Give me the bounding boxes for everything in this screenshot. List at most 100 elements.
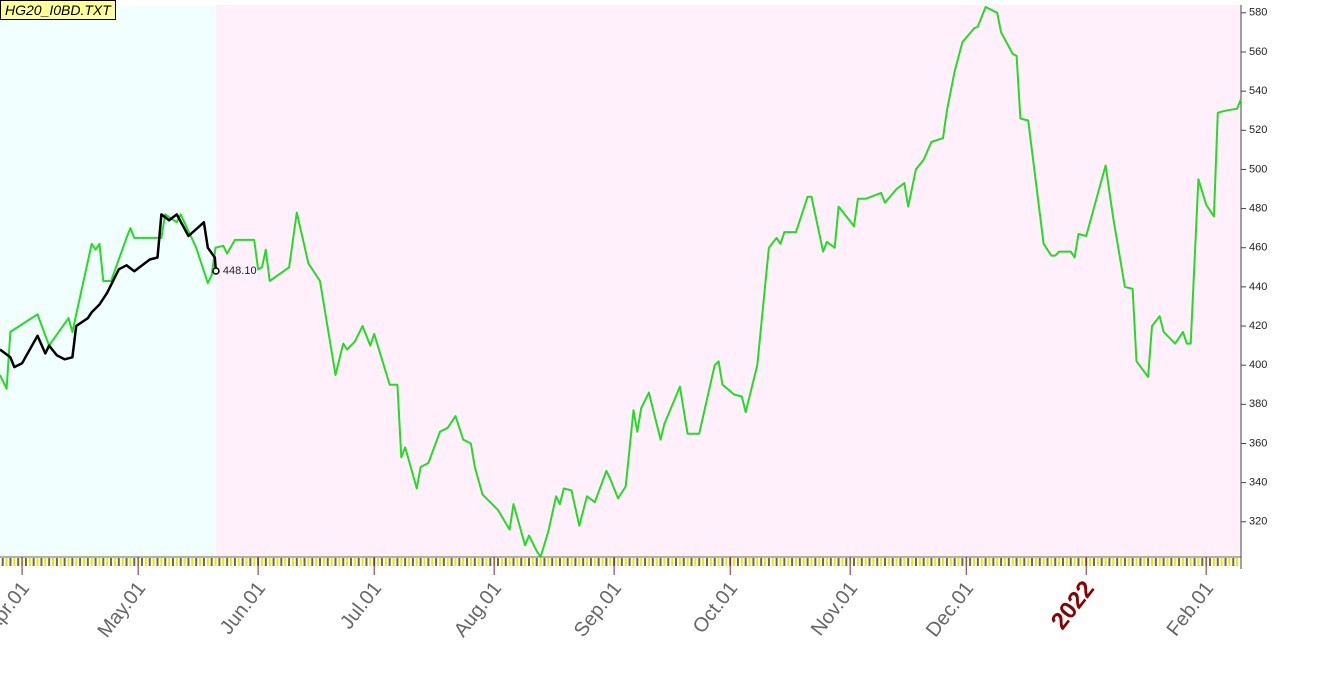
day-tick <box>547 558 550 566</box>
day-tick <box>404 558 407 566</box>
day-tick <box>1135 558 1138 566</box>
day-tick <box>938 558 941 566</box>
day-tick <box>1027 558 1030 566</box>
day-tick <box>744 558 747 566</box>
day-tick <box>466 558 469 566</box>
day-tick <box>1096 558 1099 566</box>
day-tick <box>1224 558 1227 566</box>
day-tick <box>230 558 233 566</box>
day-tick <box>214 558 217 566</box>
day-tick <box>802 558 805 566</box>
day-tick <box>578 558 581 566</box>
day-tick <box>942 558 945 566</box>
day-tick <box>558 558 561 566</box>
day-tick <box>245 558 248 566</box>
day-tick <box>346 558 349 566</box>
chart-title: HG20_I0BD.TXT <box>0 0 116 20</box>
day-tick <box>818 558 821 566</box>
y-tick-label: 420 <box>1249 320 1267 332</box>
day-tick <box>315 558 318 566</box>
day-tick <box>760 558 763 566</box>
day-tick <box>187 558 190 566</box>
day-tick <box>129 558 132 566</box>
y-tick-label: 560 <box>1249 46 1267 58</box>
day-tick <box>326 558 329 566</box>
day-tick <box>930 558 933 566</box>
day-tick <box>771 558 774 566</box>
day-tick <box>1065 558 1068 566</box>
day-tick <box>853 558 856 566</box>
day-tick <box>133 558 136 566</box>
day-tick <box>489 558 492 566</box>
day-tick <box>1158 558 1161 566</box>
day-tick <box>1127 558 1130 566</box>
day-tick <box>473 558 476 566</box>
day-tick <box>36 558 39 566</box>
day-tick <box>1069 558 1072 566</box>
day-tick <box>895 558 898 566</box>
series-line <box>0 6 1242 558</box>
day-tick <box>806 558 809 566</box>
day-tick <box>512 558 515 566</box>
day-tick <box>349 558 352 566</box>
day-tick <box>431 558 434 566</box>
day-tick <box>845 558 848 566</box>
day-tick <box>241 558 244 566</box>
day-tick <box>280 558 283 566</box>
day-tick <box>1170 558 1173 566</box>
day-tick <box>609 558 612 566</box>
day-tick <box>1147 558 1150 566</box>
day-tick <box>388 558 391 566</box>
day-tick <box>829 558 832 566</box>
day-tick <box>299 558 302 566</box>
day-tick <box>516 558 519 566</box>
day-tick <box>1178 558 1181 566</box>
day-tick <box>868 558 871 566</box>
day-tick <box>183 558 186 566</box>
day-tick <box>1034 558 1037 566</box>
day-tick <box>1150 558 1153 566</box>
day-tick <box>914 558 917 566</box>
x-tick-label: 2022 <box>1046 576 1100 635</box>
day-tick <box>1162 558 1165 566</box>
day-tick <box>891 558 894 566</box>
day-tick <box>330 558 333 566</box>
day-tick <box>1154 558 1157 566</box>
day-tick <box>1031 558 1034 566</box>
day-tick <box>883 558 886 566</box>
day-tick <box>1081 558 1084 566</box>
day-tick <box>334 558 337 566</box>
day-tick <box>179 558 182 566</box>
day-tick <box>698 558 701 566</box>
day-tick <box>1046 558 1049 566</box>
day-tick <box>284 558 287 566</box>
x-tick-label: Feb.01 <box>1163 578 1219 641</box>
day-tick <box>678 558 681 566</box>
day-tick <box>1104 558 1107 566</box>
day-tick <box>1054 558 1057 566</box>
day-tick <box>75 558 78 566</box>
day-tick <box>411 558 414 566</box>
day-tick <box>442 558 445 566</box>
day-tick <box>268 558 271 566</box>
day-tick <box>369 558 372 566</box>
day-tick <box>539 558 542 566</box>
day-tick <box>392 558 395 566</box>
day-tick <box>814 558 817 566</box>
day-tick <box>856 558 859 566</box>
day-tick <box>311 558 314 566</box>
day-tick <box>980 558 983 566</box>
day-tick <box>1050 558 1053 566</box>
day-tick <box>102 558 105 566</box>
x-tick-label: Dec.01 <box>922 578 978 641</box>
day-tick <box>427 558 430 566</box>
day-tick <box>233 558 236 566</box>
day-tick <box>647 558 650 566</box>
day-tick <box>775 558 778 566</box>
day-tick <box>1 558 4 566</box>
day-tick <box>543 558 546 566</box>
day-tick <box>597 558 600 566</box>
day-tick <box>28 558 31 566</box>
day-tick <box>566 558 569 566</box>
day-tick <box>71 558 74 566</box>
